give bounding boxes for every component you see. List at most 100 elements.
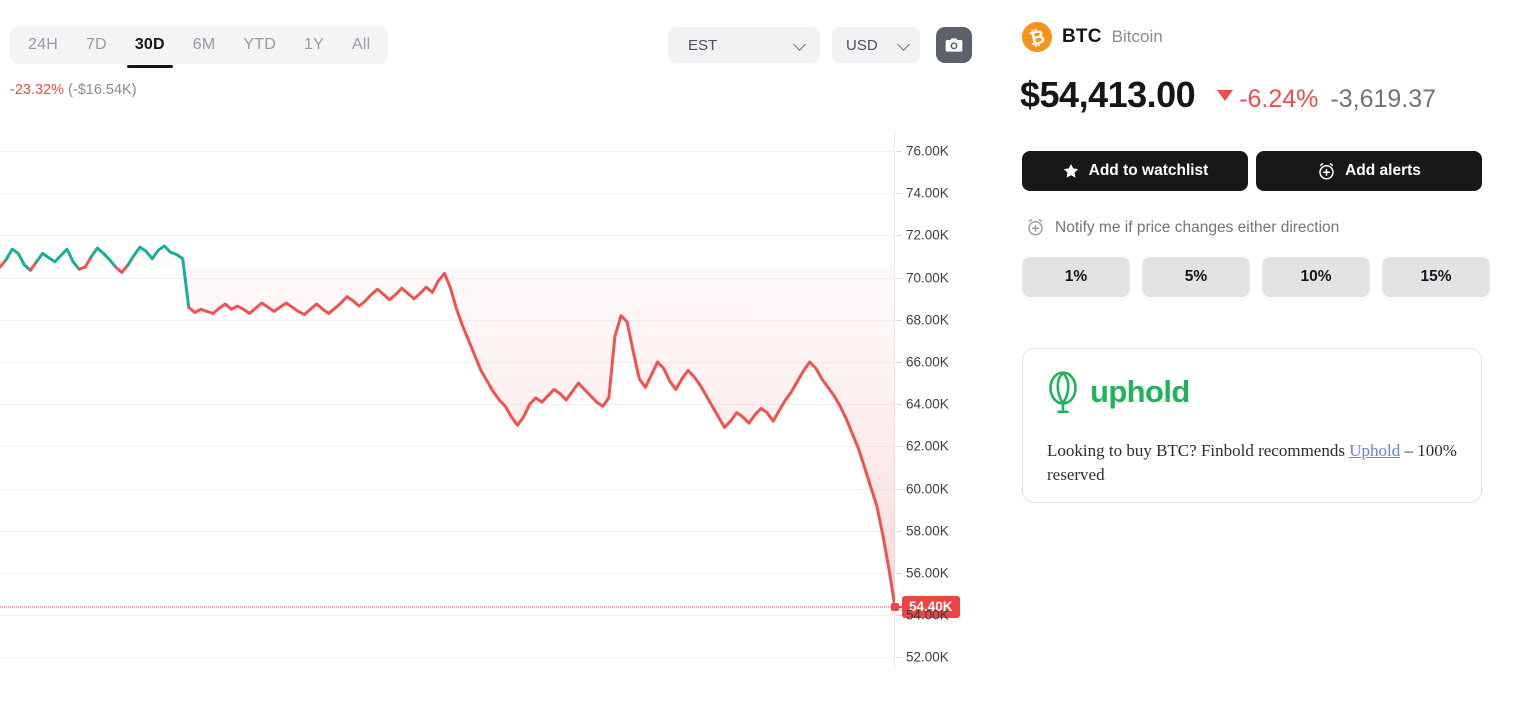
y-tick-mark xyxy=(896,277,902,279)
gridline xyxy=(0,530,895,532)
y-axis-label: 76.00K xyxy=(906,143,949,159)
alarm-clock-icon xyxy=(1028,218,1043,236)
chevron-down-icon xyxy=(794,39,806,51)
asset-header: ₿ BTC Bitcoin xyxy=(1022,22,1163,52)
promo-text-before: Looking to buy BTC? Finbold recommends xyxy=(1047,441,1350,460)
period-change: -23.32% (-$16.54K) xyxy=(10,82,137,98)
gridline xyxy=(0,572,895,574)
uphold-leaf-icon xyxy=(1049,371,1077,414)
y-tick-mark xyxy=(896,488,902,490)
price-line-segment xyxy=(89,246,118,269)
y-axis-label: 58.00K xyxy=(906,523,949,539)
y-axis-label: 66.00K xyxy=(906,354,949,370)
gridline xyxy=(0,319,895,321)
price-chart[interactable]: 54.40K Finbold 61014182226Jul5 52.00K54.… xyxy=(0,130,1000,713)
y-tick-mark xyxy=(896,151,902,153)
change-percent: -6.24% xyxy=(1239,85,1319,113)
price-line-segment xyxy=(77,255,93,271)
range-tab-ytd[interactable]: YTD xyxy=(243,36,277,53)
camera-icon xyxy=(945,38,963,52)
range-tab-1y[interactable]: 1Y xyxy=(304,36,324,53)
promo-text: Looking to buy BTC? Finbold recommends U… xyxy=(1047,439,1467,487)
range-tab-24h[interactable]: 24H xyxy=(28,36,58,53)
y-tick-mark xyxy=(896,193,902,195)
range-tab-group[interactable]: 24H 7D 30D 6M YTD 1Y All xyxy=(10,26,389,68)
y-tick-mark xyxy=(896,615,902,617)
y-tick-mark xyxy=(896,319,902,321)
y-axis-label: 60.00K xyxy=(906,481,949,497)
timezone-select[interactable]: EST xyxy=(668,27,820,63)
alert-threshold-5pct[interactable]: 5% xyxy=(1142,257,1250,297)
gridline xyxy=(0,193,895,195)
y-tick-mark xyxy=(896,235,902,237)
currency-value: USD xyxy=(846,36,878,54)
y-tick-mark xyxy=(896,657,902,659)
price-line-segment xyxy=(28,260,38,272)
promo-card[interactable]: uphold Looking to buy BTC? Finbold recom… xyxy=(1022,348,1482,503)
alert-threshold-group[interactable]: 1% 5% 10% 15% xyxy=(1022,257,1490,297)
price-line-segment xyxy=(35,247,81,271)
alarm-clock-icon xyxy=(1319,162,1334,180)
chart-panel: 24H 7D 30D 6M YTD 1Y All -23.32% (-$16.54K) ES… xyxy=(0,0,1000,713)
range-tab-6m[interactable]: 6M xyxy=(192,36,216,53)
y-tick-mark xyxy=(896,404,902,406)
add-to-watchlist-label: Add to watchlist xyxy=(1088,162,1209,179)
price-line-segment xyxy=(0,258,8,269)
range-tab-all[interactable]: All xyxy=(352,36,371,53)
y-tick-mark xyxy=(896,446,902,448)
gridline xyxy=(0,404,895,406)
price-line-segment xyxy=(187,271,895,609)
asset-name: Bitcoin xyxy=(1111,27,1163,46)
chevron-down-icon xyxy=(898,39,910,51)
timezone-value: EST xyxy=(688,36,718,54)
add-alerts-button[interactable]: Add alerts xyxy=(1256,151,1482,191)
svg-text:₿: ₿ xyxy=(1028,27,1048,51)
y-axis-label: 54.00K xyxy=(906,607,949,623)
add-to-watchlist-button[interactable]: Add to watchlist xyxy=(1022,151,1248,191)
range-tab-7d[interactable]: 7D xyxy=(85,36,107,53)
bitcoin-b-glyph: ₿ xyxy=(1028,27,1048,51)
add-alerts-label: Add alerts xyxy=(1345,162,1421,179)
star-icon xyxy=(1063,163,1078,178)
alert-threshold-1pct[interactable]: 1% xyxy=(1022,257,1130,297)
notify-hint-label: Notify me if price changes either direct… xyxy=(1055,218,1340,236)
gridline xyxy=(0,151,895,153)
current-price-guide xyxy=(0,606,895,608)
uphold-link[interactable]: Uphold xyxy=(1349,441,1401,460)
period-change-percent: -23.32% xyxy=(10,82,65,98)
currency-select[interactable]: USD xyxy=(832,27,920,63)
alert-threshold-10pct[interactable]: 10% xyxy=(1262,257,1370,297)
alert-threshold-15pct[interactable]: 15% xyxy=(1382,257,1490,297)
y-axis-label: 56.00K xyxy=(906,565,949,581)
gridline xyxy=(0,235,895,237)
triangle-down-icon xyxy=(1217,89,1234,101)
chart-toolbar: 24H 7D 30D 6M YTD 1Y All -23.32% (-$16.54K) ES… xyxy=(0,0,1000,98)
y-tick-mark xyxy=(896,572,902,574)
y-axis-label: 72.00K xyxy=(906,227,949,243)
y-axis-label: 70.00K xyxy=(906,270,949,286)
range-tab-30d[interactable]: 30D xyxy=(121,26,179,68)
gridline xyxy=(0,615,895,617)
period-change-absolute: (-$16.54K) xyxy=(68,82,137,98)
y-axis-label: 64.00K xyxy=(906,396,949,412)
uphold-logo: uphold xyxy=(1045,369,1190,415)
bitcoin-logo-icon: ₿ xyxy=(1022,22,1052,52)
current-price-tag: 54.40K xyxy=(902,595,960,618)
change-absolute: -3,619.37 xyxy=(1330,85,1437,113)
chart-grid xyxy=(0,130,895,670)
current-price: $54,413.00 xyxy=(1020,74,1196,115)
uphold-wordmark: uphold xyxy=(1090,374,1190,409)
asset-info-panel: ₿ BTC Bitcoin $54,413.00 -6.24% -3,619.3… xyxy=(1000,0,1515,713)
y-tick-mark xyxy=(896,362,902,364)
asset-symbol: BTC xyxy=(1062,26,1102,47)
y-tick-mark xyxy=(896,530,902,532)
notify-hint: Notify me if price changes either direct… xyxy=(1026,218,1339,237)
price-line-segment xyxy=(4,247,32,272)
y-axis-label: 74.00K xyxy=(906,185,949,201)
y-axis-label: 52.00K xyxy=(906,649,949,665)
snapshot-button[interactable] xyxy=(936,27,972,63)
gridline xyxy=(0,446,895,448)
price-series xyxy=(0,244,895,609)
price-line-segment xyxy=(126,244,191,309)
